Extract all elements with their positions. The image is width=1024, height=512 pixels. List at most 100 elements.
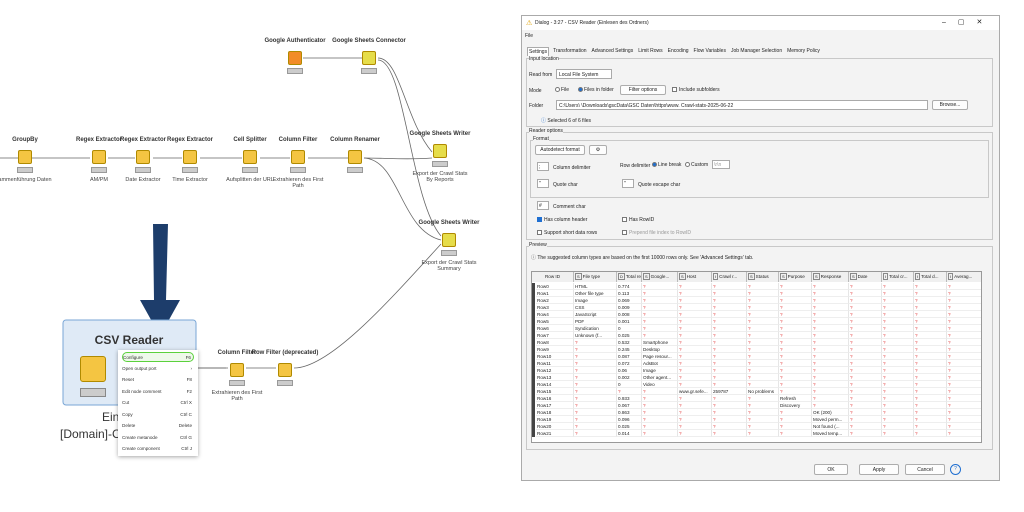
table-cell: 0.069: [617, 297, 642, 304]
table-cell: ?: [779, 290, 812, 297]
table-cell: ?: [849, 325, 882, 332]
node-icon[interactable]: [442, 233, 456, 247]
table-cell: ?: [882, 353, 914, 360]
ok-button[interactable]: OK: [814, 464, 848, 475]
radio[interactable]: Line break: [652, 162, 681, 168]
node-icon[interactable]: [92, 150, 106, 164]
value: Local File System: [559, 72, 599, 78]
menu-item[interactable]: Delete Delete: [122, 421, 194, 431]
row-id: Row14: [536, 381, 574, 388]
menu-item[interactable]: Cut Ctrl X: [122, 398, 194, 408]
table-cell: ?: [747, 297, 779, 304]
item-label: Copy: [122, 411, 133, 417]
autodetect-button[interactable]: Autodetect format: [535, 145, 585, 155]
node-icon[interactable]: [291, 150, 305, 164]
node-icon[interactable]: [288, 51, 302, 65]
table-cell: ?: [747, 381, 779, 388]
row-marker: [532, 297, 535, 304]
tab[interactable]: Flow Variables: [693, 48, 726, 54]
table-cell: Unknown (f...: [574, 332, 617, 339]
tab[interactable]: Memory Policy: [787, 48, 820, 54]
tab[interactable]: Advanced Settings: [591, 48, 634, 54]
radio[interactable]: Custom: [685, 162, 708, 168]
checkbox[interactable]: Include subfolders: [672, 87, 720, 93]
read-from-select[interactable]: Local File System: [556, 69, 612, 79]
table-cell: ?: [947, 353, 981, 360]
table-cell: ?: [914, 304, 947, 311]
menu-item[interactable]: Configure F6: [122, 352, 194, 362]
row-id: Row19: [536, 416, 574, 423]
comment-input[interactable]: #: [537, 201, 549, 210]
table-cell: No problems: [747, 388, 779, 395]
node-icon[interactable]: [230, 363, 244, 377]
checkbox[interactable]: Support short data rows: [537, 230, 597, 236]
quote-escape-input[interactable]: ": [622, 179, 634, 188]
node-icon[interactable]: [136, 150, 150, 164]
radio-file[interactable]: File: [555, 87, 569, 93]
settings-button[interactable]: ⚙: [589, 145, 607, 155]
menu-item[interactable]: Create component Ctrl J: [122, 444, 194, 454]
node-icon[interactable]: [433, 144, 447, 158]
node-status: [242, 167, 258, 173]
filter-options-button[interactable]: Filter options: [620, 85, 666, 95]
delimiter-input[interactable]: ;: [537, 162, 549, 171]
apply-button[interactable]: Apply: [859, 464, 899, 475]
node-icon[interactable]: [183, 150, 197, 164]
table-cell: AdsBot: [642, 360, 678, 367]
tab[interactable]: Settings: [527, 47, 550, 56]
label: Prepend file index to RowID: [629, 230, 691, 236]
node-status: [17, 167, 33, 173]
table-cell: ?: [882, 332, 914, 339]
cancel-button[interactable]: Cancel: [905, 464, 945, 475]
csv-reader-icon[interactable]: [80, 356, 106, 382]
table-cell: Page resour...: [642, 353, 678, 360]
node-icon[interactable]: [278, 363, 292, 377]
menu-item[interactable]: Create metanode Ctrl G: [122, 433, 194, 443]
node-icon[interactable]: [243, 150, 257, 164]
csv-reader-status: [80, 388, 106, 397]
menu-item[interactable]: Copy Ctrl C: [122, 410, 194, 420]
tab[interactable]: Job Manager Selection: [730, 48, 783, 54]
table-cell: ?: [779, 430, 812, 437]
menu-item[interactable]: Open output port ›: [122, 364, 194, 374]
type-badge: I: [915, 273, 921, 280]
tab[interactable]: Transformation: [553, 48, 587, 54]
menu-item[interactable]: Edit node comment F2: [122, 387, 194, 397]
row-marker: [532, 374, 535, 381]
window-controls[interactable]: –▢✕: [942, 19, 995, 26]
menu-item[interactable]: Reset F8: [122, 375, 194, 385]
tab[interactable]: Encoding: [667, 48, 689, 54]
table-cell: 0.113: [617, 290, 642, 297]
tab[interactable]: Limit Rows: [638, 48, 663, 54]
checkbox[interactable]: Has RowID: [622, 217, 654, 223]
row-id: Row6: [536, 325, 574, 332]
table-cell: JavaScript: [574, 311, 617, 318]
node-icon[interactable]: [348, 150, 362, 164]
quote-input[interactable]: ": [537, 179, 549, 188]
label: Quote char: [553, 182, 578, 188]
table-cell: ?: [882, 311, 914, 318]
folder-input[interactable]: C:\Users\ \Downloads\gscData\GSC Daten\h…: [556, 100, 928, 110]
value: \r\n: [714, 162, 722, 168]
table-cell: ?: [882, 297, 914, 304]
table-cell: ?: [849, 304, 882, 311]
table-cell: ?: [712, 423, 747, 430]
node-icon[interactable]: [362, 51, 376, 65]
table-cell: ?: [779, 297, 812, 304]
custom-input[interactable]: \r\n: [712, 160, 730, 169]
table-cell: ?: [914, 388, 947, 395]
help-button[interactable]: ?: [950, 464, 961, 475]
table-cell: ?: [779, 374, 812, 381]
table-cell: www.gr.sefe...: [678, 388, 712, 395]
radio-folder[interactable]: Files in folder: [578, 87, 614, 93]
checkbox[interactable]: Prepend file index to RowID: [622, 230, 691, 236]
node-icon[interactable]: [18, 150, 32, 164]
table-cell: ?: [642, 409, 678, 416]
column-header: S Date: [849, 272, 882, 282]
checkbox[interactable]: Has column header: [537, 217, 587, 223]
menu-file[interactable]: File: [525, 33, 534, 39]
browse-button[interactable]: Browse...: [932, 100, 968, 110]
table-cell: ?: [914, 311, 947, 318]
node-caption: Export der Crawl Stats Summary: [421, 260, 477, 272]
table-cell: ?: [574, 402, 617, 409]
